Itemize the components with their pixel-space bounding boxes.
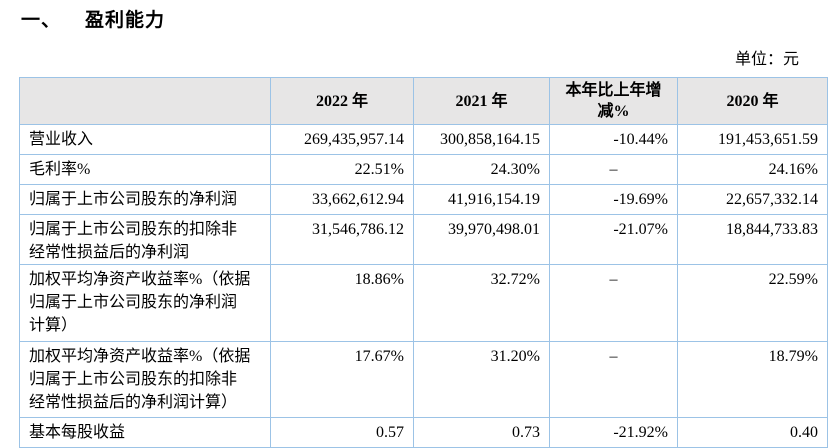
table-row-net-profit: 归属于上市公司股东的净利润 33,662,612.94 41,916,154.1… [19,184,828,215]
value-2021: 39,970,498.01 [413,214,550,265]
value-2022: 31,546,786.12 [270,214,414,265]
value-change: -21.92% [549,417,678,448]
unit-label: 单位：元 [734,51,799,68]
value-2020: 22.59% [677,264,828,342]
value-2021: 0.73 [413,417,550,448]
col-header-metric [19,77,271,125]
table-header-row: 2022 年 2021 年 本年比上年增 减% 2020 年 [19,77,828,125]
value-2021: 300,858,164.15 [413,124,550,155]
table-row-roe: 加权平均净资产收益率%（依据 归属于上市公司股东的净利润 计算） 18.86% … [19,264,828,342]
value-2022: 22.51% [270,154,414,185]
value-2022: 269,435,957.14 [270,124,414,155]
value-change: -10.44% [549,124,678,155]
value-2021: 31.20% [413,341,550,418]
value-2020: 18.79% [677,341,828,418]
value-change: -21.07% [549,214,678,265]
value-2022: 0.57 [270,417,414,448]
value-2020: 191,453,651.59 [677,124,828,155]
col-header-2021: 2021 年 [413,77,550,125]
table-row-eps: 基本每股收益 0.57 0.73 -21.92% 0.40 [19,417,828,448]
section-title-text: 盈利能力 [85,10,166,31]
row-label: 营业收入 [19,124,271,155]
row-label: 加权平均净资产收益率%（依据 归属于上市公司股东的净利润 计算） [19,264,271,342]
col-header-2022: 2022 年 [270,77,414,125]
value-2021: 32.72% [413,264,550,342]
value-2021: 24.30% [413,154,550,185]
value-2020: 0.40 [677,417,828,448]
col-header-2020: 2020 年 [677,77,828,125]
value-2020: 22,657,332.14 [677,184,828,215]
value-change: – [549,341,678,418]
value-2020: 18,844,733.83 [677,214,828,265]
table-row-revenue: 营业收入 269,435,957.14 300,858,164.15 -10.4… [19,124,828,155]
value-change: – [549,154,678,185]
value-2022: 18.86% [270,264,414,342]
profitability-table: 2022 年 2021 年 本年比上年增 减% 2020 年 营业收入 269,… [19,77,828,448]
table-row-gross-margin: 毛利率% 22.51% 24.30% – 24.16% [19,154,828,185]
section-title: 一、 盈利能力 [21,9,831,33]
row-label: 加权平均净资产收益率%（依据 归属于上市公司股东的扣除非 经常性损益后的净利润计… [19,341,271,418]
value-2022: 33,662,612.94 [270,184,414,215]
value-change: – [549,264,678,342]
value-2020: 24.16% [677,154,828,185]
row-label: 基本每股收益 [19,417,271,448]
value-2022: 17.67% [270,341,414,418]
table-row-net-profit-deducted: 归属于上市公司股东的扣除非 经常性损益后的净利润 31,546,786.12 3… [19,214,828,265]
section-number: 一、 [21,10,62,31]
col-header-change: 本年比上年增 减% [549,77,678,125]
row-label: 毛利率% [19,154,271,185]
value-2021: 41,916,154.19 [413,184,550,215]
row-label: 归属于上市公司股东的扣除非 经常性损益后的净利润 [19,214,271,265]
table-row-roe-deducted: 加权平均净资产收益率%（依据 归属于上市公司股东的扣除非 经常性损益后的净利润计… [19,341,828,418]
row-label: 归属于上市公司股东的净利润 [19,184,271,215]
value-change: -19.69% [549,184,678,215]
